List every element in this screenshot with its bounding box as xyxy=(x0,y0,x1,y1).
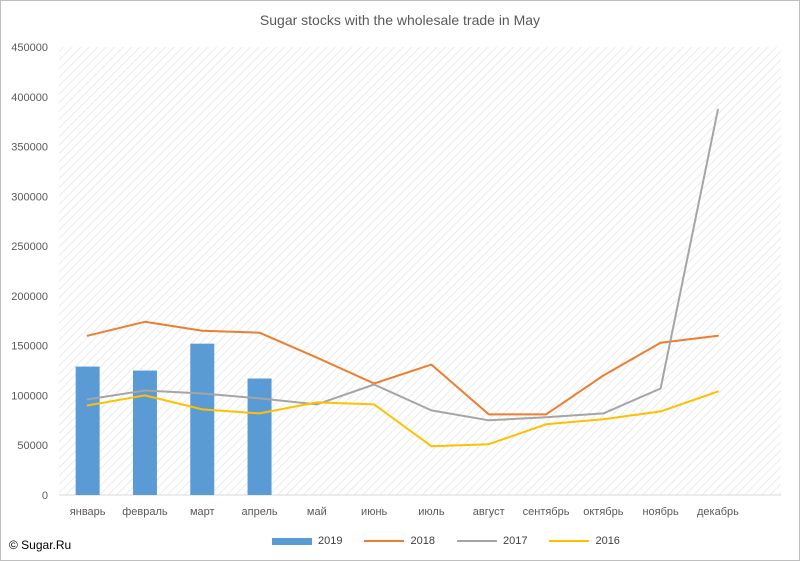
legend-swatch xyxy=(364,540,405,542)
y-tick-label: 300000 xyxy=(11,191,48,203)
y-tick-label: 450000 xyxy=(11,42,48,54)
x-tick-label: май xyxy=(307,506,327,518)
legend-item-2017: 2017 xyxy=(456,535,528,547)
legend: 2019 2018 2017 2016 xyxy=(272,533,642,549)
y-tick-label: 150000 xyxy=(11,341,48,353)
legend-swatch xyxy=(272,537,312,545)
line-series-2016 xyxy=(86,390,719,448)
x-tick-label: август xyxy=(473,506,505,518)
legend-item-2019: 2019 xyxy=(272,535,342,547)
line-series-2018 xyxy=(86,320,719,416)
x-tick-label: март xyxy=(190,506,215,518)
y-tick-label: 200000 xyxy=(11,291,48,303)
x-tick-label: январь xyxy=(70,506,106,518)
legend-label: 2016 xyxy=(595,535,620,547)
y-tick-label: 50000 xyxy=(17,440,48,452)
bar-2019 xyxy=(75,366,100,495)
legend-swatch xyxy=(456,540,497,542)
legend-label: 2017 xyxy=(502,535,528,547)
x-tick-label: октябрь xyxy=(583,506,623,518)
x-tick-label: сентябрь xyxy=(523,506,570,518)
x-tick-label: ноябрь xyxy=(642,506,679,518)
legend-swatch xyxy=(549,540,590,542)
legend-label: 2019 xyxy=(318,535,343,547)
x-tick-label: февраль xyxy=(122,506,168,518)
chart-title: Sugar stocks with the wholesale trade in… xyxy=(259,12,541,28)
legend-label: 2018 xyxy=(410,535,435,547)
x-tick-label: июнь xyxy=(361,506,387,518)
x-tick-label: июль xyxy=(418,506,445,518)
y-tick-label: 250000 xyxy=(11,241,48,253)
y-tick-label: 350000 xyxy=(11,142,48,154)
legend-item-2016: 2016 xyxy=(549,535,620,547)
bar-2019 xyxy=(190,343,215,495)
copyright-text: © Sugar.Ru xyxy=(9,538,72,552)
plot-area xyxy=(59,47,781,495)
line-series-2017 xyxy=(86,108,719,422)
x-tick-label: декабрь xyxy=(697,506,739,518)
y-tick-label: 100000 xyxy=(11,390,48,402)
bar-2019 xyxy=(132,370,157,495)
bar-2019 xyxy=(247,378,272,495)
x-tick-label: апрель xyxy=(242,506,278,518)
y-tick-label: 400000 xyxy=(11,92,48,104)
legend-item-2018: 2018 xyxy=(364,535,435,547)
y-tick-label: 0 xyxy=(42,490,48,502)
